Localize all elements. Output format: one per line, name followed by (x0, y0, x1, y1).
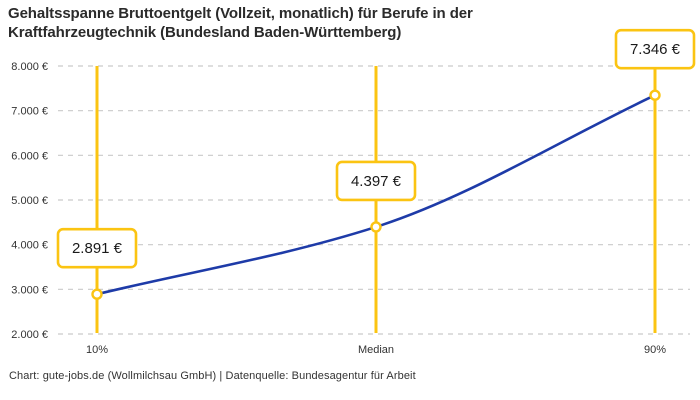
value-annotation-box (335, 160, 417, 202)
x-axis-tick-label: 10% (86, 344, 108, 356)
y-axis-tick-label: 3.000 € (11, 284, 48, 296)
y-axis-tick-label: 8.000 € (11, 61, 48, 73)
y-axis-tick-label: 6.000 € (11, 150, 48, 162)
y-axis-tick-label: 2.000 € (11, 329, 48, 341)
y-axis-tick-label: 5.000 € (11, 195, 48, 207)
data-point-marker (649, 89, 661, 101)
y-axis-tick-label: 4.000 € (11, 240, 48, 252)
chart-title: Gehaltsspanne Bruttoentgelt (Vollzeit, m… (8, 5, 473, 42)
value-annotation-box (56, 227, 138, 269)
data-point-marker (91, 288, 103, 300)
data-point-marker (370, 221, 382, 233)
y-axis-tick-label: 7.000 € (11, 106, 48, 118)
x-axis-tick-label: Median (358, 344, 394, 356)
x-axis-tick-label: 90% (644, 344, 666, 356)
value-annotation-box (614, 28, 696, 70)
value-annotation-label: 4.397 € (351, 173, 402, 190)
value-annotation-label: 7.346 € (630, 41, 681, 58)
value-annotation-label: 2.891 € (72, 240, 123, 257)
chart-footer: Chart: gute-jobs.de (Wollmilchsau GmbH) … (9, 370, 416, 382)
